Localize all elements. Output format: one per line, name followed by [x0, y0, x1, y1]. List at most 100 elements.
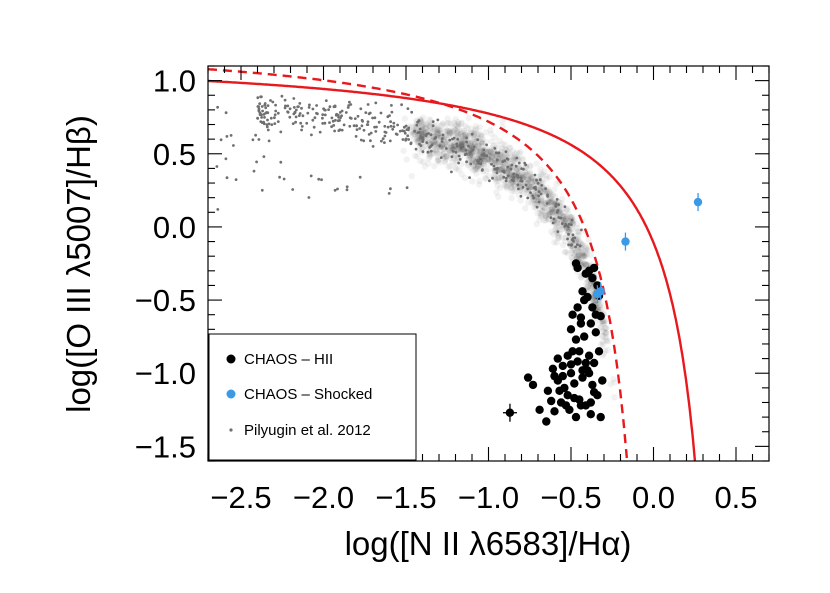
pilyugin-point [312, 125, 316, 129]
density-blob [467, 152, 474, 159]
density-blob [582, 249, 589, 256]
density-blob [485, 155, 492, 162]
density-blob [499, 140, 506, 148]
density-blob [578, 249, 586, 257]
density-blob [470, 135, 477, 143]
density-blob [538, 207, 546, 214]
density-blob [433, 150, 440, 157]
density-blob [461, 142, 469, 149]
density-blob [538, 198, 545, 205]
density-blob [553, 223, 560, 230]
pilyugin-point [348, 100, 351, 104]
density-blob [576, 248, 583, 256]
density-blob [582, 247, 590, 254]
pilyugin-point [345, 185, 349, 189]
density-blob [539, 212, 546, 219]
chaos-hii-point [588, 273, 597, 283]
chaos-hii-point [586, 319, 595, 328]
density-blob [439, 121, 446, 128]
density-blob [505, 170, 512, 177]
density-blob [434, 157, 441, 164]
pilyugin-point [396, 123, 399, 127]
density-blob [541, 192, 548, 199]
density-blob [563, 215, 570, 222]
density-blob [494, 159, 501, 166]
density-blob [560, 216, 568, 224]
pilyugin-point [482, 148, 486, 152]
density-blob [411, 135, 418, 143]
density-blob [427, 127, 434, 134]
density-blob [430, 138, 438, 146]
pilyugin-point [493, 147, 497, 150]
density-blob [478, 142, 485, 150]
density-blob [568, 254, 575, 262]
pilyugin-point [330, 116, 334, 120]
density-blob [473, 164, 480, 171]
pilyugin-point [225, 176, 229, 180]
density-blob [597, 323, 604, 331]
density-blob [553, 220, 561, 228]
pilyugin-point [336, 119, 340, 123]
pilyugin-point [379, 111, 383, 115]
density-blob [414, 153, 421, 160]
density-blob [545, 211, 552, 218]
density-blob [603, 324, 610, 332]
pilyugin-point [232, 144, 235, 147]
chaos-hii-point [591, 328, 600, 337]
density-blob [486, 147, 494, 154]
density-blob [447, 120, 455, 127]
density-blob [492, 178, 500, 185]
pilyugin-point [359, 138, 363, 142]
density-blob [534, 210, 541, 217]
density-blob [434, 127, 441, 134]
pilyugin-point [374, 130, 378, 133]
density-blob [577, 246, 585, 253]
density-blob [433, 126, 441, 133]
density-blob [490, 142, 497, 149]
density-blob [482, 167, 490, 175]
pilyugin-point [263, 116, 266, 119]
pilyugin-point [336, 187, 339, 191]
density-blob [556, 223, 563, 231]
pilyugin-point [565, 224, 569, 228]
legend-marker-chaos-shocked [226, 389, 236, 399]
density-blob [551, 193, 559, 200]
density-blob [539, 203, 547, 211]
density-blob [476, 155, 483, 162]
pilyugin-point [294, 108, 298, 112]
density-blob [476, 157, 483, 164]
y-tick-label: −1.0 [135, 356, 196, 391]
pilyugin-point [531, 194, 535, 198]
pilyugin-point [515, 156, 519, 160]
pilyugin-point [323, 113, 327, 117]
density-blob [474, 163, 481, 171]
pilyugin-point [567, 223, 571, 226]
chaos-hii-point [586, 398, 595, 407]
density-blob [468, 143, 475, 150]
density-blob [508, 188, 516, 195]
density-blob [548, 210, 555, 217]
pilyugin-point [234, 178, 238, 182]
pilyugin-point [324, 99, 328, 102]
density-blob [475, 181, 483, 188]
pilyugin-point [430, 143, 434, 147]
density-blob [482, 129, 489, 136]
chaos-hii-point [528, 380, 538, 390]
density-blob [473, 143, 480, 150]
density-blob [430, 128, 437, 135]
density-blob [589, 296, 597, 304]
density-blob [434, 129, 441, 137]
density-blob [499, 162, 506, 169]
density-blob [478, 139, 486, 146]
density-blob [476, 148, 484, 156]
density-blob [446, 150, 454, 157]
pilyugin-point [407, 126, 411, 130]
density-blob [495, 145, 502, 152]
pilyugin-point [570, 218, 574, 222]
density-blob [472, 123, 479, 130]
density-blob [603, 336, 610, 343]
pilyugin-point [535, 178, 538, 182]
density-blob [485, 165, 492, 173]
pilyugin-point [455, 142, 459, 146]
density-blob [445, 132, 452, 139]
